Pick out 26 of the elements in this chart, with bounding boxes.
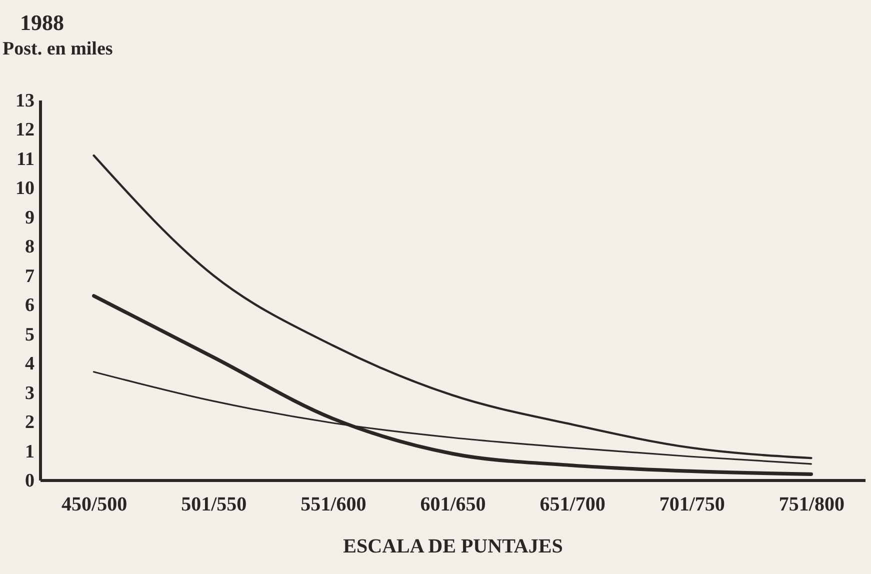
x-tick-label: 501/550 xyxy=(181,494,247,516)
x-tick-label: 651/700 xyxy=(540,494,606,516)
x-tick-label: 701/750 xyxy=(659,494,725,516)
y-tick-label: 1 xyxy=(25,441,34,462)
x-tick-label: 751/800 xyxy=(778,494,844,516)
y-tick-label: 11 xyxy=(16,148,34,170)
x-axis-title: ESCALA DE PUNTAJES xyxy=(343,536,563,558)
line-series xyxy=(92,294,813,476)
y-tick-label: 3 xyxy=(25,382,34,404)
y-tick-label: 10 xyxy=(16,178,34,200)
chart-title: 1988 xyxy=(20,10,64,35)
x-tick-label: 551/600 xyxy=(300,494,366,516)
line-series xyxy=(92,154,812,460)
y-tick-label: 7 xyxy=(25,266,35,287)
x-tick-label: 450/500 xyxy=(62,494,128,516)
x-tick-label: 601/650 xyxy=(420,494,486,516)
y-tick-label: 0 xyxy=(25,470,34,492)
y-tick-label: 13 xyxy=(16,90,34,112)
y-tick-label: 2 xyxy=(25,412,34,434)
y-tick-label: 4 xyxy=(25,354,35,375)
y-tick-label: 5 xyxy=(25,324,34,346)
y-axis-title: Post. en miles xyxy=(2,38,113,60)
y-tick-label: 9 xyxy=(25,207,34,228)
y-tick-label: 8 xyxy=(25,236,34,258)
y-tick-label: 6 xyxy=(25,295,34,316)
y-tick-label: 12 xyxy=(16,120,34,141)
